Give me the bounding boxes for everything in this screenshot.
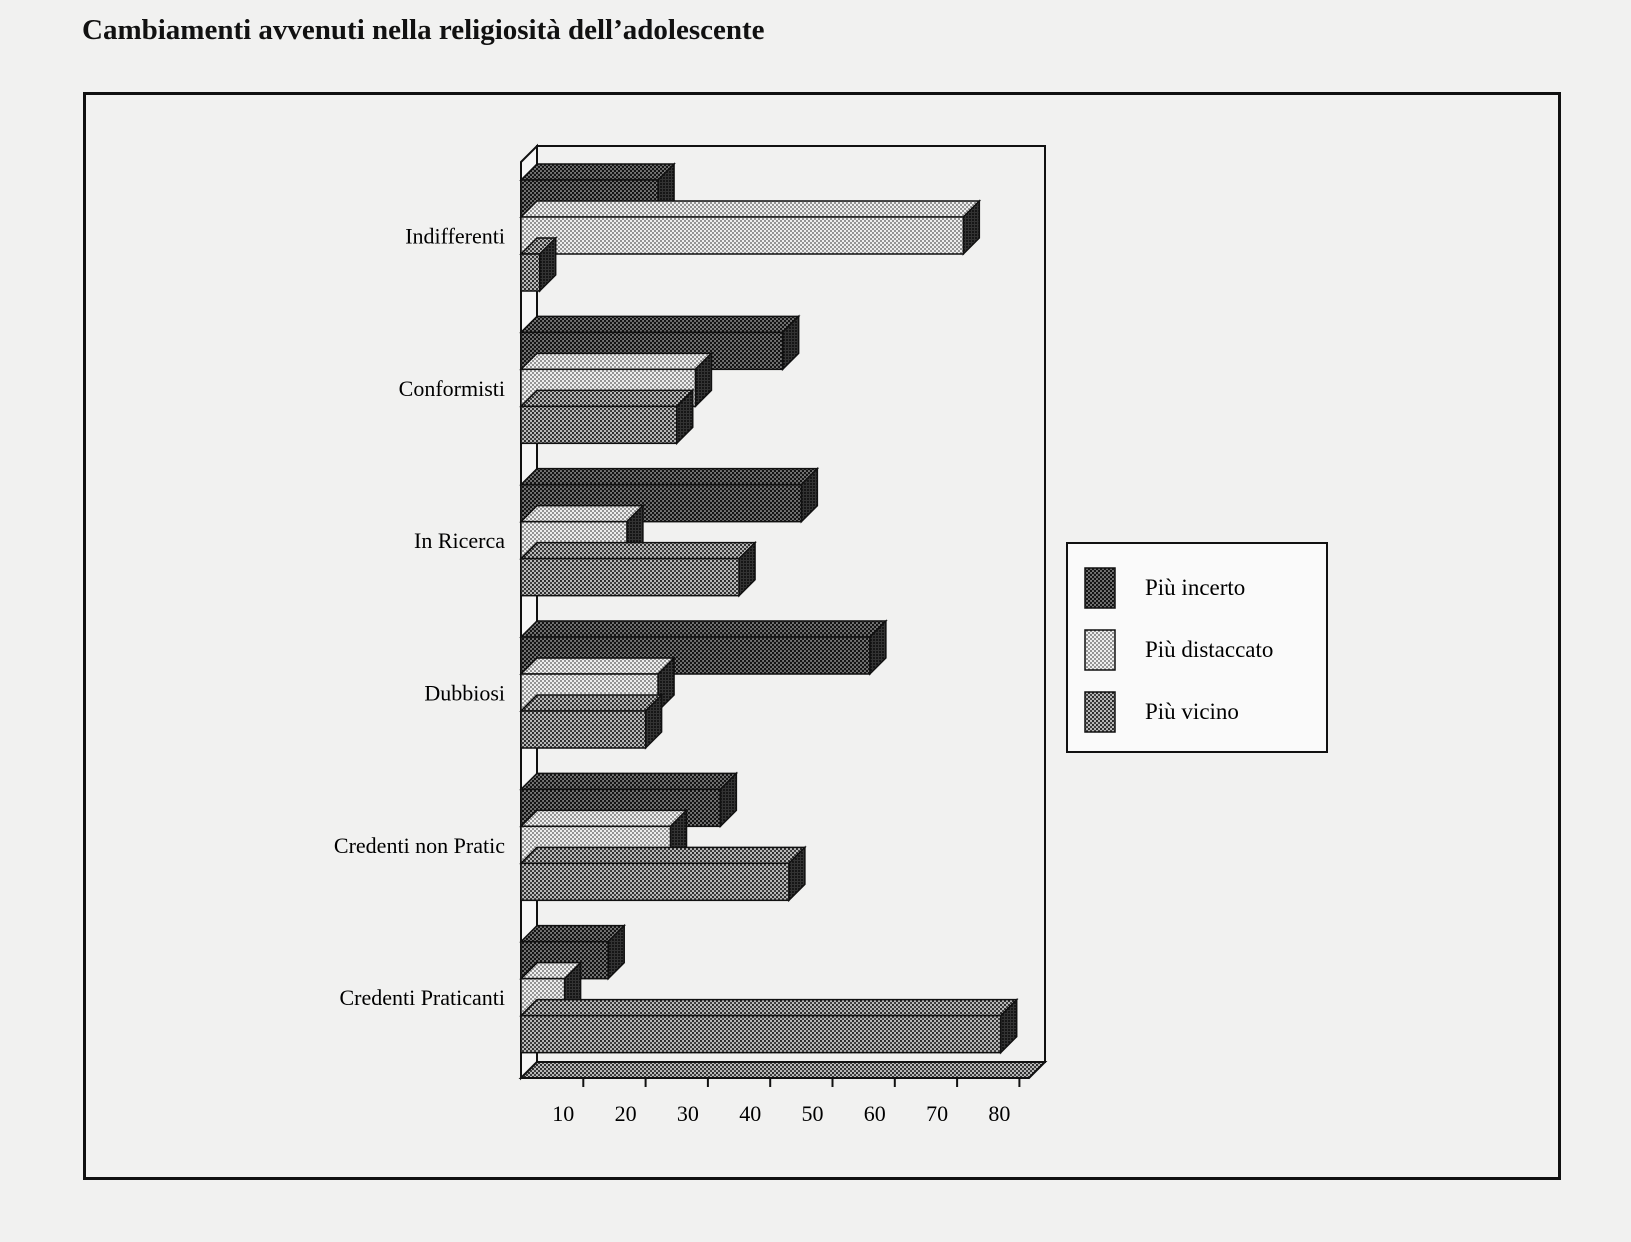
x-tick-label: 80 [988, 1101, 1010, 1126]
bar [519, 236, 558, 293]
legend-swatch [1084, 567, 1116, 609]
bar-top-face [519, 809, 689, 828]
bar-front-face [520, 253, 541, 292]
x-tick-label: 70 [926, 1101, 948, 1126]
category-label: Dubbiosi [424, 681, 505, 706]
bar-front-face [520, 557, 740, 597]
legend-swatch [1084, 629, 1116, 671]
x-tick-label: 30 [677, 1101, 699, 1126]
chart-frame [83, 92, 1561, 1180]
bar-top-face [519, 504, 645, 523]
category-label: Conformisti [399, 376, 505, 401]
category-label: Credenti non Pratic [334, 833, 505, 858]
bar-front-face [520, 1014, 1002, 1054]
bar-top-face [519, 694, 664, 712]
bar-top-face [519, 657, 676, 675]
legend-swatch [1084, 691, 1116, 733]
legend-label: Più incerto [1145, 575, 1245, 600]
bar-top-face [519, 163, 676, 181]
bar [519, 199, 982, 256]
bar-top-face [519, 620, 888, 638]
x-tick-label: 50 [802, 1101, 824, 1126]
category-label: Indifferenti [405, 224, 505, 249]
bar-top-face [519, 467, 820, 486]
bar-front-face [520, 216, 965, 255]
bar-top-face [519, 924, 627, 943]
x-tick-label: 40 [739, 1101, 761, 1126]
bar-top-face [519, 846, 807, 865]
bar-top-face [519, 389, 695, 408]
bar-top-face [519, 998, 1019, 1017]
back-wall [536, 145, 1046, 1063]
category-label: Credenti Praticanti [339, 985, 505, 1010]
legend-label: Più vicino [1145, 699, 1239, 724]
bar [519, 388, 695, 446]
bar-front-face [520, 710, 647, 749]
bar-top-face [519, 352, 714, 371]
bar-front-face [520, 405, 678, 445]
bar-top-face [519, 200, 982, 218]
bar [519, 997, 1019, 1055]
bar [519, 693, 664, 750]
bar-front-face [520, 862, 790, 902]
bar-top-face [519, 315, 801, 334]
bar [519, 540, 757, 598]
floor [518, 1061, 1048, 1079]
bar-top-face [519, 541, 757, 560]
chart-title: Cambiamenti avvenuti nella religiosità d… [82, 14, 765, 46]
category-label: In Ricerca [414, 528, 505, 553]
x-tick-label: 10 [552, 1101, 574, 1126]
legend-label: Più distaccato [1145, 637, 1273, 662]
x-tick-label: 60 [864, 1101, 886, 1126]
bar-top-face [519, 772, 739, 791]
bar [519, 845, 807, 903]
x-tick-label: 20 [615, 1101, 637, 1126]
bar [519, 619, 888, 676]
